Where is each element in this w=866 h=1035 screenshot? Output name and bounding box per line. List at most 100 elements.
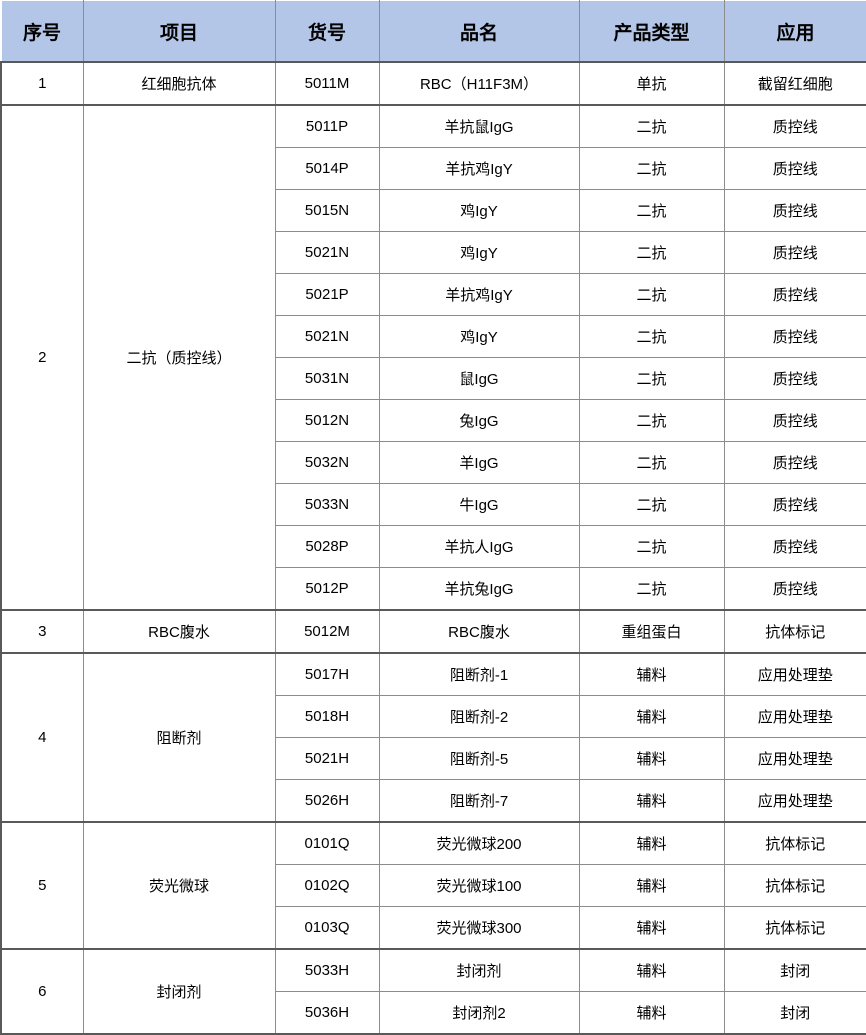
table-header: 序号 项目 货号 品名 产品类型 应用 bbox=[0, 0, 866, 63]
cell-product-name: 阻断剂-2 bbox=[378, 695, 580, 738]
cell-product-type: 辅料 bbox=[578, 779, 725, 823]
table-row: 6 封闭剂 5033H 封闭剂 辅料 封闭 bbox=[0, 948, 866, 1035]
cell-product-type: 二抗 bbox=[578, 231, 725, 274]
cell-code: 0103Q bbox=[274, 906, 380, 950]
cell-application: 封闭 bbox=[723, 948, 866, 992]
cell-application: 截留红细胞 bbox=[723, 61, 866, 106]
cell-application: 质控线 bbox=[723, 189, 866, 232]
cell-code: 5021H bbox=[274, 737, 380, 780]
table-row: 0102Q 荧光微球100 辅料 抗体标记 bbox=[1, 864, 866, 907]
header-cell-index: 序号 bbox=[0, 0, 84, 63]
cell-group-item: 封闭剂 bbox=[82, 948, 276, 1035]
table-row: 3 RBC腹水 5012M RBC腹水 重组蛋白 抗体标记 bbox=[0, 609, 866, 654]
table-row: 5021N 鸡IgY 二抗 质控线 bbox=[1, 231, 866, 274]
cell-product-name: RBC腹水 bbox=[378, 609, 580, 654]
table-body: 1 红细胞抗体 5011M RBC（H11F3M） 单抗 截留红细胞 2 二抗（质控线） 501… bbox=[0, 61, 866, 1035]
cell-application: 质控线 bbox=[723, 315, 866, 358]
cell-group-item: RBC腹水 bbox=[82, 609, 276, 654]
table-row: 5021N 鸡IgY 二抗 质控线 bbox=[1, 315, 866, 358]
cell-product-name: RBC（H11F3M） bbox=[378, 61, 580, 106]
table-row: 5012N 兔IgG 二抗 质控线 bbox=[1, 399, 866, 442]
cell-product-type: 二抗 bbox=[578, 357, 725, 400]
cell-product-type: 二抗 bbox=[578, 147, 725, 190]
cell-code: 0101Q bbox=[274, 821, 380, 865]
cell-product-type: 二抗 bbox=[578, 483, 725, 526]
table-row: 5 荧光微球 0101Q 荧光微球200 辅料 抗体标记 bbox=[0, 821, 866, 950]
cell-product-type: 二抗 bbox=[578, 525, 725, 568]
cell-product-type: 辅料 bbox=[578, 948, 725, 992]
table-row: 5012P 羊抗兔IgG 二抗 质控线 bbox=[1, 567, 866, 611]
cell-application: 质控线 bbox=[723, 525, 866, 568]
table-row: 4 阻断剂 5017H 阻断剂-1 辅料 应用处理垫 bbox=[0, 652, 866, 823]
cell-application: 封闭 bbox=[723, 991, 866, 1035]
cell-product-type: 二抗 bbox=[578, 399, 725, 442]
header-cell-type: 产品类型 bbox=[578, 0, 725, 63]
cell-product-name: 鼠IgG bbox=[378, 357, 580, 400]
table-row: 5014P 羊抗鸡IgY 二抗 质控线 bbox=[1, 147, 866, 190]
cell-product-name: 牛IgG bbox=[378, 483, 580, 526]
cell-product-type: 重组蛋白 bbox=[578, 609, 725, 654]
cell-code: 0102Q bbox=[274, 864, 380, 907]
cell-product-name: 阻断剂-1 bbox=[378, 652, 580, 696]
cell-product-name: 鸡IgY bbox=[378, 189, 580, 232]
cell-code: 5012P bbox=[274, 567, 380, 611]
cell-code: 5011M bbox=[274, 61, 380, 106]
cell-product-name: 封闭剂2 bbox=[378, 991, 580, 1035]
cell-application: 应用处理垫 bbox=[723, 737, 866, 780]
header-cell-code: 货号 bbox=[274, 0, 380, 63]
header-cell-name: 品名 bbox=[378, 0, 580, 63]
cell-group-item: 荧光微球 bbox=[82, 821, 276, 950]
cell-code: 5018H bbox=[274, 695, 380, 738]
cell-group-index: 2 bbox=[0, 104, 84, 611]
header-cell-application: 应用 bbox=[723, 0, 866, 63]
header-row: 序号 项目 货号 品名 产品类型 应用 bbox=[0, 0, 866, 63]
cell-application: 质控线 bbox=[723, 231, 866, 274]
cell-product-name: 羊抗兔IgG bbox=[378, 567, 580, 611]
cell-group-index: 3 bbox=[0, 609, 84, 654]
cell-product-type: 二抗 bbox=[578, 567, 725, 611]
cell-product-name: 阻断剂-7 bbox=[378, 779, 580, 823]
cell-product-name: 羊抗鸡IgY bbox=[378, 273, 580, 316]
header-cell-item: 项目 bbox=[82, 0, 276, 63]
cell-application: 质控线 bbox=[723, 483, 866, 526]
table-row: 5031N 鼠IgG 二抗 质控线 bbox=[1, 357, 866, 400]
cell-product-type: 辅料 bbox=[578, 821, 725, 865]
cell-group-item: 红细胞抗体 bbox=[82, 61, 276, 106]
cell-application: 质控线 bbox=[723, 273, 866, 316]
table-row: 5021P 羊抗鸡IgY 二抗 质控线 bbox=[1, 273, 866, 316]
cell-product-name: 阻断剂-5 bbox=[378, 737, 580, 780]
cell-code: 5014P bbox=[274, 147, 380, 190]
cell-application: 抗体标记 bbox=[723, 906, 866, 950]
cell-application: 抗体标记 bbox=[723, 864, 866, 907]
table-row: 5015N 鸡IgY 二抗 质控线 bbox=[1, 189, 866, 232]
table-row: 5028P 羊抗人IgG 二抗 质控线 bbox=[1, 525, 866, 568]
cell-application: 应用处理垫 bbox=[723, 695, 866, 738]
table-row: 5021H 阻断剂-5 辅料 应用处理垫 bbox=[1, 737, 866, 780]
table-row: 0103Q 荧光微球300 辅料 抗体标记 bbox=[1, 906, 866, 950]
cell-application: 质控线 bbox=[723, 441, 866, 484]
cell-product-type: 辅料 bbox=[578, 864, 725, 907]
table-row: 5032N 羊IgG 二抗 质控线 bbox=[1, 441, 866, 484]
cell-code: 5032N bbox=[274, 441, 380, 484]
cell-code: 5021N bbox=[274, 231, 380, 274]
cell-product-name: 羊抗鸡IgY bbox=[378, 147, 580, 190]
cell-product-type: 二抗 bbox=[578, 315, 725, 358]
cell-product-type: 二抗 bbox=[578, 441, 725, 484]
cell-product-name: 兔IgG bbox=[378, 399, 580, 442]
table-row: 5036H 封闭剂2 辅料 封闭 bbox=[1, 991, 866, 1035]
cell-application: 质控线 bbox=[723, 357, 866, 400]
cell-product-name: 封闭剂 bbox=[378, 948, 580, 992]
cell-code: 5033H bbox=[274, 948, 380, 992]
cell-product-name: 鸡IgY bbox=[378, 231, 580, 274]
cell-code: 5012N bbox=[274, 399, 380, 442]
cell-code: 5036H bbox=[274, 991, 380, 1035]
cell-application: 质控线 bbox=[723, 104, 866, 148]
cell-application: 应用处理垫 bbox=[723, 779, 866, 823]
cell-product-name: 荧光微球200 bbox=[378, 821, 580, 865]
cell-application: 抗体标记 bbox=[723, 609, 866, 654]
cell-group-index: 6 bbox=[0, 948, 84, 1035]
table-row: 1 红细胞抗体 5011M RBC（H11F3M） 单抗 截留红细胞 bbox=[0, 61, 866, 106]
cell-group-index: 4 bbox=[0, 652, 84, 823]
cell-application: 应用处理垫 bbox=[723, 652, 866, 696]
cell-product-type: 二抗 bbox=[578, 104, 725, 148]
